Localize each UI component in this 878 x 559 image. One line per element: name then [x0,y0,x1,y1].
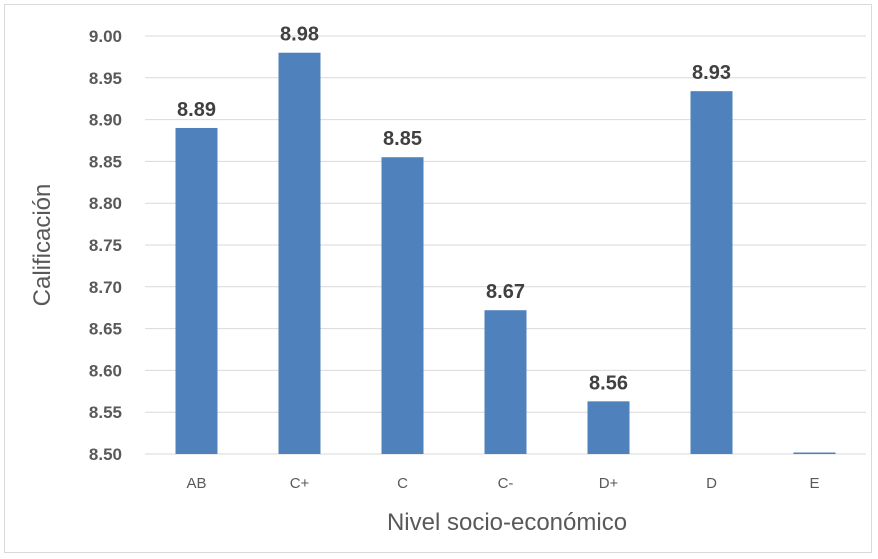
bar-c-minus [484,310,527,454]
data-label: 8.93 [692,62,731,84]
bar-d-plus [587,401,630,454]
y-tick-label: 8.95 [89,69,122,88]
data-label: 8.89 [177,99,216,121]
y-tick-label: 8.80 [89,194,122,213]
y-tick-label: 8.65 [89,320,122,339]
data-label: 8.85 [383,128,422,150]
bar-ab [175,127,218,455]
data-label: 8.98 [280,24,319,46]
x-tick-label: E [809,475,819,492]
x-tick-label: D [706,475,717,492]
y-tick-label: 8.50 [89,445,122,464]
x-axis-ticks: AB C+ C C- D+ D E [186,475,819,492]
x-axis-title: Nivel socio-económico [387,509,627,536]
data-label: 8.67 [486,281,525,303]
data-labels: 8.89 8.98 8.85 8.67 8.56 8.93 [177,24,731,395]
y-tick-label: 8.75 [89,236,122,255]
x-tick-label: C+ [290,475,310,492]
bar-c [381,157,424,454]
bar-d [690,91,733,455]
bar-c-plus [278,52,321,454]
y-tick-label: 8.90 [89,111,122,130]
gridlines [145,35,866,455]
y-axis-ticks: 8.50 8.55 8.60 8.65 8.70 8.75 8.80 8.85 8.90 8.95… [89,27,122,464]
bar-e [793,452,836,454]
data-label: 8.56 [589,372,628,394]
x-tick-label: D+ [599,475,619,492]
y-tick-label: 8.55 [89,403,122,422]
x-tick-label: C [397,475,408,492]
y-tick-label: 8.70 [89,278,122,297]
x-tick-label: C- [498,475,514,492]
bars [175,52,836,455]
y-tick-label: 9.00 [89,27,122,46]
x-tick-label: AB [186,475,206,492]
y-axis-title: Calificación [29,184,56,307]
y-tick-label: 8.85 [89,152,122,171]
y-tick-label: 8.60 [89,361,122,380]
